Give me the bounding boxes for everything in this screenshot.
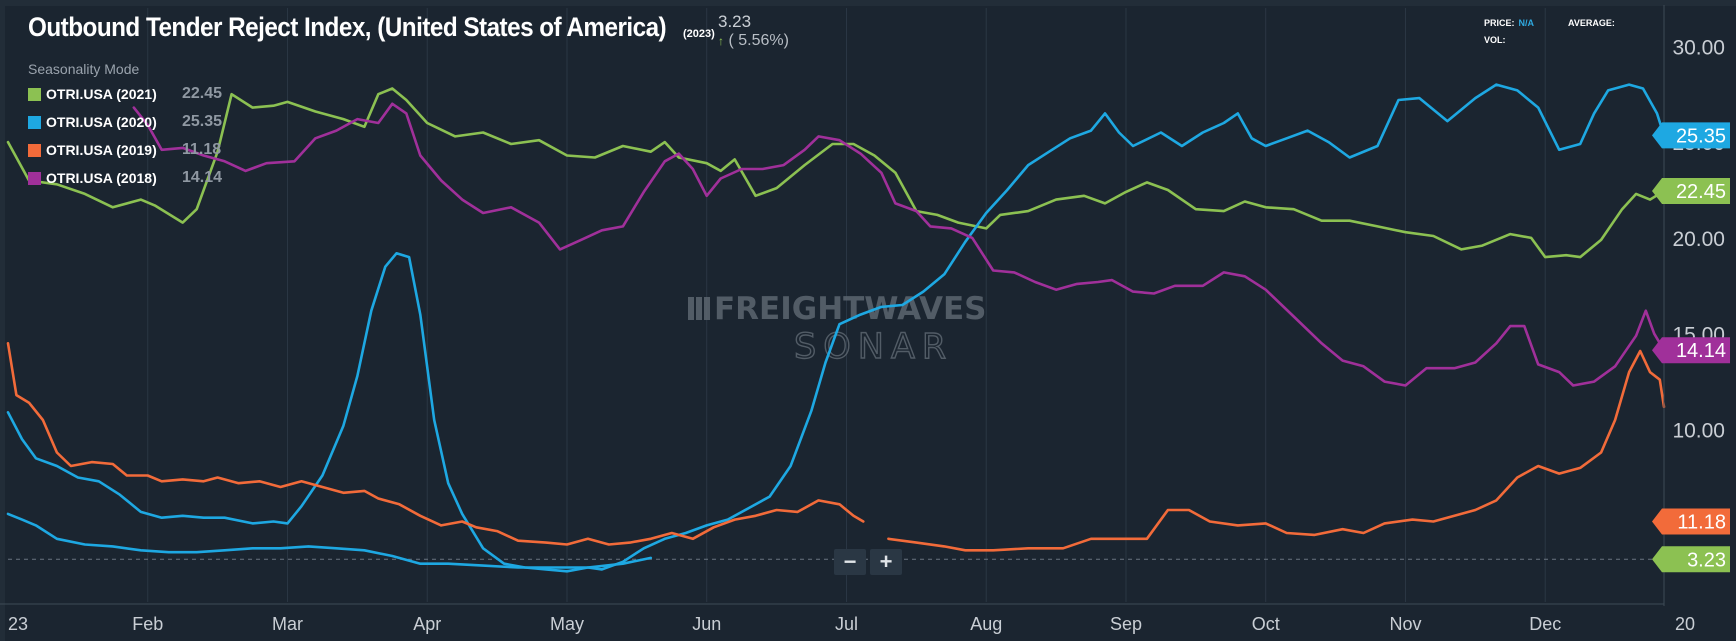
zoom-out-button[interactable]: − — [834, 549, 866, 575]
series-line — [6, 87, 1666, 259]
last-value-tag — [1652, 546, 1730, 573]
average-stat-label: AVERAGE: — [1568, 18, 1615, 28]
series-line — [132, 102, 1666, 387]
seasonality-mode-label: Seasonality Mode — [28, 61, 140, 77]
left-strip — [0, 0, 5, 641]
series-line — [6, 512, 653, 569]
legend-item[interactable]: OTRI.USA (2018) 14.14 — [28, 164, 222, 192]
y-tick-label: 20.00 — [1672, 228, 1725, 251]
legend-series-name: OTRI.USA (2019) — [46, 142, 157, 158]
chart-title: Outbound Tender Reject Index, (United St… — [28, 12, 667, 42]
last-value-tag — [1652, 177, 1730, 204]
series-layer — [6, 83, 1666, 573]
x-tick-label: Jul — [835, 614, 858, 634]
last-value-tag — [1652, 122, 1730, 149]
legend-swatch — [28, 171, 41, 185]
legend-swatch — [28, 87, 41, 101]
x-tick-label: May — [550, 614, 584, 634]
series-line — [6, 342, 865, 546]
x-tick-label: Sep — [1110, 614, 1142, 634]
y-tick-label: 10.00 — [1672, 420, 1725, 443]
x-tick-label: Mar — [272, 614, 303, 634]
watermark-line2: SONAR — [794, 327, 953, 367]
last-value-label: 25.35 — [1676, 125, 1726, 147]
legend-swatch — [28, 143, 41, 157]
watermark: FREIGHTWAVES SONAR — [688, 291, 986, 368]
last-value-label: 14.14 — [1676, 340, 1726, 362]
x-tick-label: Dec — [1529, 614, 1561, 634]
watermark-line1: FREIGHTWAVES — [714, 291, 986, 327]
legend-item[interactable]: OTRI.USA (2020) 25.35 — [28, 108, 222, 136]
legend-swatch — [28, 115, 41, 129]
price-stat-value: N/A — [1518, 18, 1535, 28]
x-tick-label: Feb — [132, 614, 163, 634]
x-tick-label: Apr — [413, 614, 441, 634]
zoom-in-button[interactable]: + — [870, 549, 902, 575]
zoom-controls: − + — [834, 549, 902, 575]
legend-series-value: 25.35 — [182, 113, 223, 130]
legend-series-name: OTRI.USA (2021) — [46, 86, 157, 102]
last-value-labels: 22.45 25.35 11.18 14.14 3.23 — [1652, 122, 1730, 573]
chart-legend: OTRI.USA (2021) 22.45 OTRI.USA (2020) 25… — [28, 80, 222, 192]
last-value-tag — [1652, 508, 1730, 535]
series-line — [6, 83, 1666, 573]
vol-stat-label: VOL: — [1484, 35, 1506, 45]
chart-header: Outbound Tender Reject Index, (United St… — [28, 12, 715, 43]
top-strip — [0, 0, 1736, 6]
x-tick-label: 20 — [1675, 614, 1695, 634]
stats-panel: PRICE: N/A AVERAGE: VOL: — [1484, 18, 1615, 52]
legend-series-name: OTRI.USA (2020) — [46, 114, 157, 130]
legend-item[interactable]: OTRI.USA (2019) 11.18 — [28, 136, 222, 164]
x-tick-label: Jun — [692, 614, 721, 634]
x-tick-label: Aug — [970, 614, 1002, 634]
x-tick-label: Oct — [1252, 614, 1280, 634]
legend-item[interactable]: OTRI.USA (2021) 22.45 — [28, 80, 222, 108]
legend-series-value: 14.14 — [182, 169, 223, 186]
legend-series-value: 11.18 — [182, 141, 222, 158]
last-value-label: 22.45 — [1676, 181, 1726, 203]
last-value-tag — [1652, 337, 1730, 364]
current-price: 3.23 — [718, 12, 752, 31]
price-change-value: ( 5.56%) — [728, 32, 789, 49]
legend-series-name: OTRI.USA (2018) — [46, 170, 157, 186]
chart-title-year: (2023) — [683, 28, 715, 40]
x-tick-label: Nov — [1389, 614, 1421, 634]
price-block: 3.23 ↑ ( 5.56%) — [718, 12, 789, 50]
price-change: ↑ ( 5.56%) — [718, 32, 789, 50]
x-tick-label: 23 — [8, 614, 28, 634]
last-value-label: 11.18 — [1677, 512, 1726, 534]
series-line — [887, 349, 1666, 552]
last-value-label: 3.23 — [1687, 549, 1726, 571]
watermark-icon — [688, 297, 710, 320]
price-stat-label: PRICE: — [1484, 18, 1515, 28]
arrow-up-icon: ↑ — [718, 34, 724, 48]
grid-layer — [8, 8, 1664, 602]
y-tick-label: 30.00 — [1672, 36, 1725, 59]
legend-series-value: 22.45 — [182, 85, 223, 102]
